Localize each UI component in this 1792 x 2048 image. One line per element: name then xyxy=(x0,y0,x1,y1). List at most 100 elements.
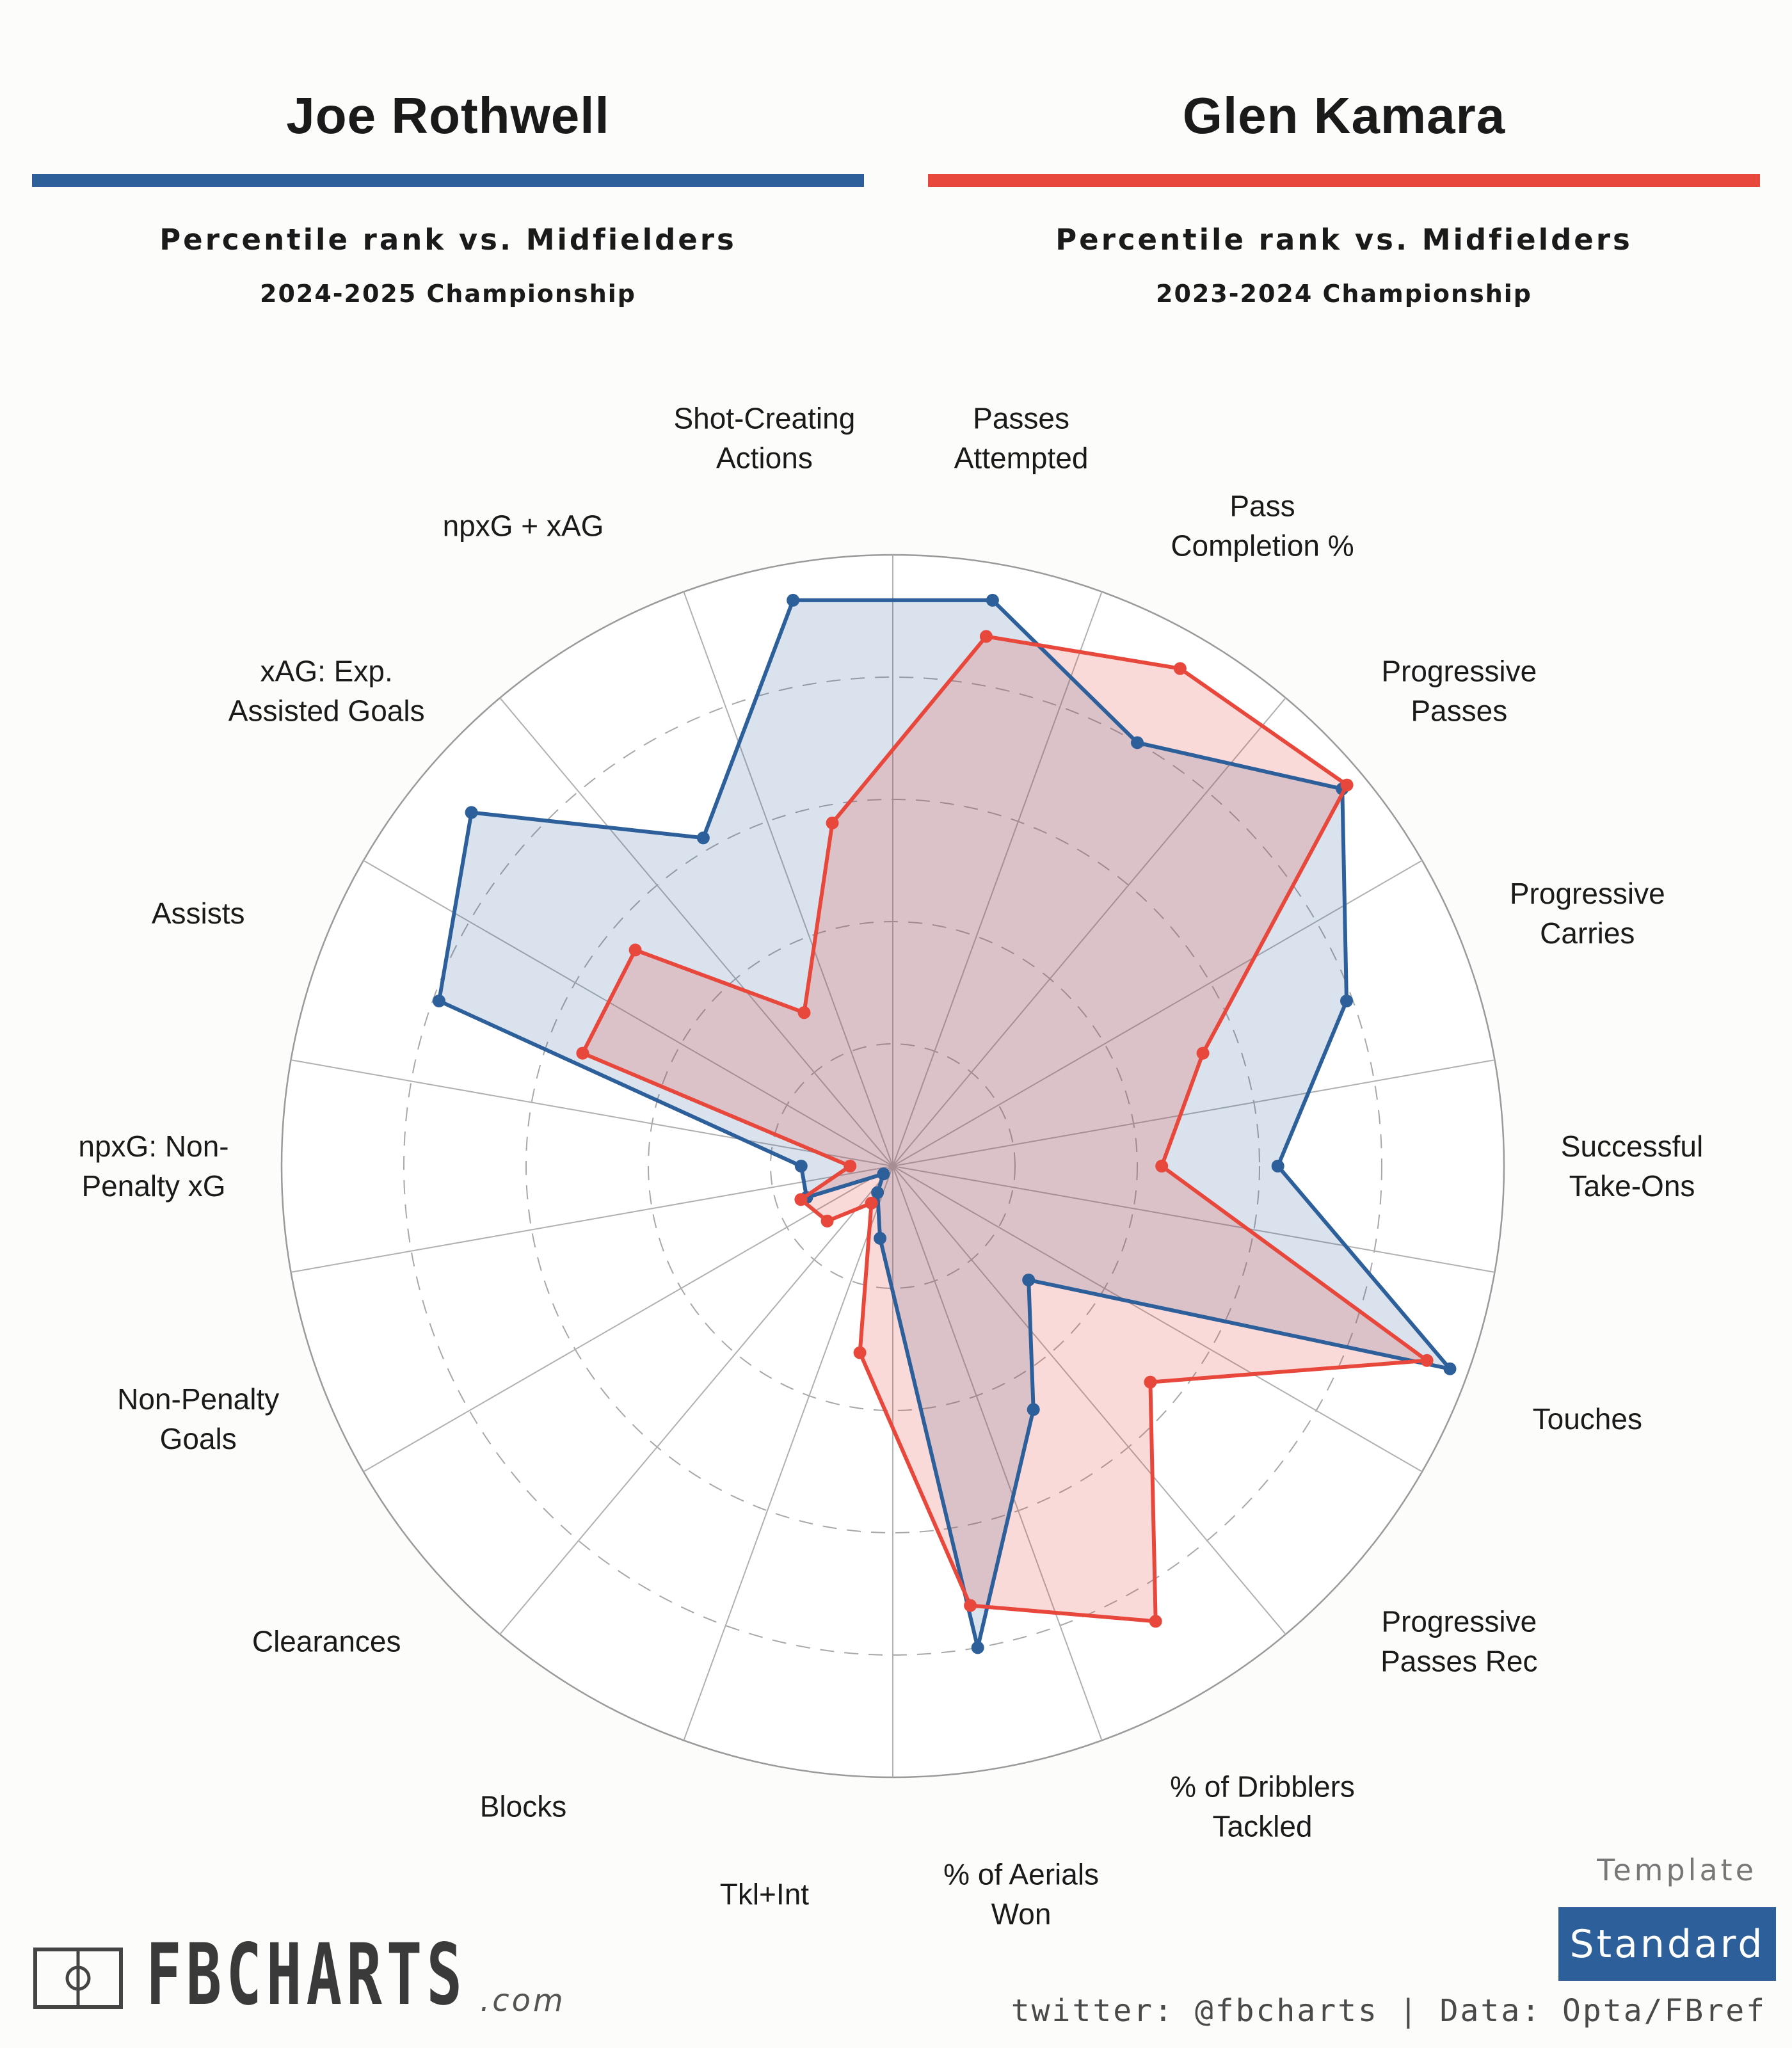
radar-spoke xyxy=(892,1059,1495,1167)
radar-point xyxy=(794,1160,808,1172)
axis-label: % of Aerials Won xyxy=(943,1858,1099,1931)
subtitle-right: Percentile rank vs. Midfielders xyxy=(1055,223,1633,257)
radar-point xyxy=(1340,778,1354,792)
season-left: 2024-2025 Championship xyxy=(260,280,636,308)
radar-point xyxy=(696,831,710,845)
radar-spoke xyxy=(892,591,1103,1167)
axis-label-line: Shot-Creating xyxy=(673,402,855,435)
radar-point xyxy=(1420,1354,1434,1367)
pitch-logo-icon xyxy=(33,1948,123,2009)
axis-label: xAG: Exp. Assisted Goals xyxy=(228,655,425,728)
radar-point xyxy=(433,995,445,1007)
axis-label-line: Touches xyxy=(1533,1402,1642,1436)
radar-point xyxy=(1196,1046,1210,1060)
radar-spoke xyxy=(363,1165,893,1473)
axis-label: Assists xyxy=(152,897,245,930)
axis-label-line: npxG + xAG xyxy=(443,509,604,543)
axis-label-line: Tkl+Int xyxy=(720,1878,810,1911)
axis-label-line: Won xyxy=(991,1898,1052,1931)
axis-label: npxG: Non- Penalty xG xyxy=(78,1130,228,1203)
radar-point xyxy=(1149,1615,1162,1628)
radar-point xyxy=(871,1186,884,1199)
radar-point xyxy=(576,1046,589,1060)
data-credit: twitter: @fbcharts | Data: Opta/FBref xyxy=(1011,1993,1766,2029)
axis-label: npxG + xAG xyxy=(443,509,604,543)
axis-label-line: Progressive xyxy=(1510,877,1665,910)
radar-spoke xyxy=(892,697,1286,1167)
template-label: Template xyxy=(1597,1853,1757,1887)
radar-point xyxy=(971,1641,984,1654)
axis-label: Pass Completion % xyxy=(1171,490,1354,563)
axis-label: % of Dribblers Tackled xyxy=(1170,1770,1355,1843)
season-right: 2023-2024 Championship xyxy=(1156,280,1532,308)
radar-point xyxy=(1271,1160,1284,1172)
axis-label-line: Progressive xyxy=(1381,655,1537,688)
fbcharts-logo-domain: .com xyxy=(480,1983,566,2019)
radar-spoke xyxy=(291,1165,893,1273)
radar-point xyxy=(794,1193,808,1206)
axis-label-line: Tackled xyxy=(1213,1809,1313,1843)
axis-label: Passes Attempted xyxy=(954,402,1089,475)
radar-point xyxy=(877,1167,890,1181)
player-color-bar-right xyxy=(928,174,1760,187)
radar-point xyxy=(874,1231,887,1245)
radar-spoke xyxy=(683,591,893,1167)
radar-point xyxy=(797,1006,811,1020)
radar-area-1 xyxy=(582,636,1427,1622)
axis-label-line: Passes Rec xyxy=(1380,1644,1537,1677)
axis-label-line: Blocks xyxy=(480,1789,566,1823)
radar-grid xyxy=(280,554,1505,1779)
axis-label-line: % of Dribblers xyxy=(1170,1770,1355,1803)
axis-label: Shot-Creating Actions xyxy=(673,402,855,475)
axis-label: Successful Take-Ons xyxy=(1561,1130,1703,1203)
radar-point xyxy=(844,1160,857,1172)
player-name-right: Glen Kamara xyxy=(1182,87,1506,144)
axis-label-line: Assists xyxy=(152,897,245,930)
radar-spoke xyxy=(892,1165,1423,1473)
radar-point xyxy=(964,1599,977,1612)
radar-axis-labels: Passes Attempted Pass Completion % Progressi… xyxy=(78,402,1703,1931)
axis-label: Tkl+Int xyxy=(720,1878,810,1911)
radar-point xyxy=(986,593,999,607)
axis-label-line: Pass xyxy=(1229,490,1295,523)
axis-label-line: npxG: Non- xyxy=(78,1130,228,1163)
axis-label: Touches xyxy=(1533,1402,1642,1436)
subtitle-left: Percentile rank vs. Midfielders xyxy=(159,223,737,257)
axis-label-line: Passes xyxy=(1411,694,1507,728)
radar-point xyxy=(826,816,839,829)
player-color-bar-left xyxy=(32,174,864,187)
axis-label-line: Goals xyxy=(160,1422,237,1455)
radar-point xyxy=(1027,1403,1040,1416)
radar-spoke xyxy=(892,860,1423,1167)
axis-label-line: Attempted xyxy=(954,442,1089,475)
axis-label: Clearances xyxy=(252,1624,401,1658)
axis-label-line: Successful xyxy=(1561,1130,1703,1163)
axis-label-line: xAG: Exp. xyxy=(260,655,393,688)
radar-spoke xyxy=(291,1059,893,1167)
radar-spoke xyxy=(892,1165,1286,1635)
radar-point xyxy=(465,806,478,819)
axis-label-line: Carries xyxy=(1540,916,1635,950)
axis-label: Blocks xyxy=(480,1789,566,1823)
template-standard-button[interactable]: Standard xyxy=(1558,1907,1776,1981)
radar-series xyxy=(433,593,1457,1654)
fbcharts-logo-text: FBCHARTS xyxy=(146,1926,467,2024)
axis-label: Progressive Passes Rec xyxy=(1380,1604,1537,1677)
radar-spoke xyxy=(892,1165,1495,1273)
radar-point xyxy=(628,943,642,957)
radar-point xyxy=(865,1196,878,1210)
radar-point xyxy=(853,1346,867,1359)
axis-label-line: Assisted Goals xyxy=(228,694,425,728)
player-name-left: Joe Rothwell xyxy=(286,87,610,144)
radar-spoke xyxy=(499,697,893,1167)
axis-label-line: Non-Penalty xyxy=(117,1382,279,1416)
radar-gridline xyxy=(770,1043,1016,1289)
radar-spoke xyxy=(499,1165,893,1635)
radar-spoke xyxy=(363,860,893,1167)
radar-spoke xyxy=(892,1165,1103,1741)
radar-area-0 xyxy=(439,600,1450,1648)
axis-label-line: Clearances xyxy=(252,1624,401,1658)
axis-label-line: % of Aerials xyxy=(943,1858,1099,1891)
axis-label-line: Actions xyxy=(716,442,813,475)
